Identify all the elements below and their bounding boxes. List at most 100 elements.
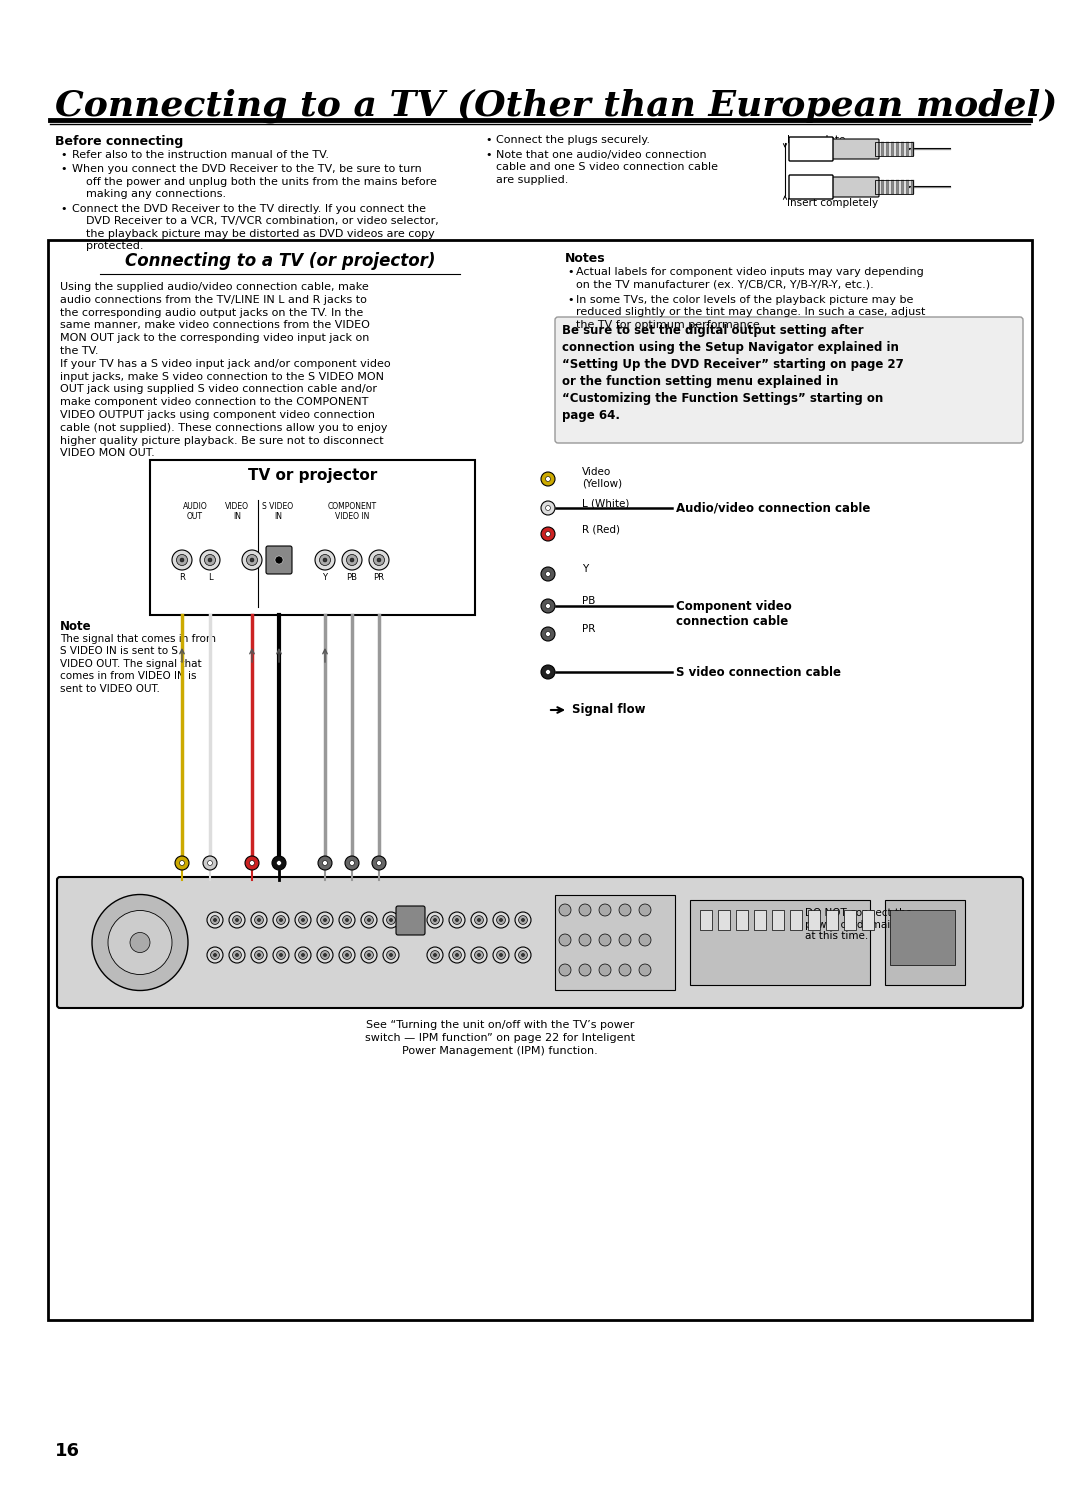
Text: PB: PB: [347, 573, 357, 582]
Bar: [901, 180, 904, 195]
Circle shape: [298, 950, 308, 959]
Circle shape: [315, 549, 335, 570]
Bar: [48, 241, 1032, 1320]
Circle shape: [449, 912, 465, 928]
Text: L: L: [207, 573, 213, 582]
Circle shape: [179, 860, 185, 866]
Circle shape: [320, 554, 330, 566]
Circle shape: [207, 947, 222, 962]
Circle shape: [545, 505, 551, 511]
Circle shape: [377, 860, 381, 866]
Circle shape: [559, 934, 571, 946]
Text: •: •: [485, 150, 491, 160]
Bar: [718, 910, 730, 930]
FancyBboxPatch shape: [829, 140, 879, 159]
Bar: [896, 180, 899, 195]
Circle shape: [492, 912, 509, 928]
Circle shape: [518, 916, 527, 924]
Circle shape: [280, 953, 283, 956]
Circle shape: [323, 558, 327, 561]
Circle shape: [214, 953, 217, 956]
Circle shape: [275, 555, 283, 564]
Circle shape: [559, 964, 571, 976]
Bar: [890, 910, 955, 965]
Bar: [690, 900, 870, 985]
Text: See “Turning the unit on/off with the TV’s power
switch — IPM function” on page : See “Turning the unit on/off with the TV…: [365, 1020, 635, 1056]
Text: Notes: Notes: [565, 252, 606, 264]
Text: R (Red): R (Red): [582, 524, 620, 535]
FancyBboxPatch shape: [57, 878, 1023, 1008]
Bar: [881, 143, 885, 156]
Circle shape: [276, 860, 282, 866]
Circle shape: [639, 964, 651, 976]
Circle shape: [431, 950, 440, 959]
Bar: [150, 460, 475, 615]
Circle shape: [619, 934, 631, 946]
Text: S VIDEO
IN: S VIDEO IN: [262, 502, 294, 521]
Circle shape: [619, 904, 631, 916]
Circle shape: [273, 947, 289, 962]
Circle shape: [497, 950, 505, 959]
Circle shape: [515, 912, 531, 928]
Text: PR: PR: [582, 624, 595, 634]
Circle shape: [318, 855, 332, 870]
Circle shape: [456, 918, 459, 922]
Text: TV or projector: TV or projector: [248, 468, 377, 483]
Text: When you connect the DVD Receiver to the TV, be sure to turn
    off the power a: When you connect the DVD Receiver to the…: [72, 165, 437, 199]
Bar: [891, 143, 894, 156]
Circle shape: [427, 912, 443, 928]
Text: •: •: [485, 135, 491, 146]
Circle shape: [175, 855, 189, 870]
Circle shape: [318, 912, 333, 928]
Circle shape: [211, 950, 219, 959]
Circle shape: [579, 904, 591, 916]
Text: Incomplete: Incomplete: [787, 135, 846, 146]
Text: DO NOT connect the
power cord (mains lead)
at this time.: DO NOT connect the power cord (mains lea…: [805, 907, 932, 941]
Circle shape: [431, 916, 440, 924]
Bar: [896, 143, 899, 156]
Circle shape: [453, 950, 461, 959]
Circle shape: [518, 950, 527, 959]
Circle shape: [471, 947, 487, 962]
Bar: [555, 895, 675, 990]
Bar: [843, 910, 856, 930]
Circle shape: [346, 918, 349, 922]
Circle shape: [342, 549, 362, 570]
Text: Connecting to a TV (Other than European model): Connecting to a TV (Other than European …: [55, 88, 1057, 123]
Circle shape: [365, 950, 374, 959]
Text: Before connecting: Before connecting: [55, 135, 184, 148]
Circle shape: [545, 603, 551, 609]
Circle shape: [541, 627, 555, 642]
Circle shape: [499, 918, 502, 922]
Circle shape: [599, 964, 611, 976]
Circle shape: [579, 964, 591, 976]
Circle shape: [321, 916, 329, 924]
Bar: [805, 146, 832, 151]
Circle shape: [515, 947, 531, 962]
Circle shape: [387, 916, 395, 924]
Circle shape: [361, 912, 377, 928]
Bar: [875, 143, 913, 156]
Circle shape: [345, 855, 359, 870]
Bar: [772, 910, 784, 930]
Text: •: •: [567, 296, 573, 304]
Text: Connecting to a TV (or projector): Connecting to a TV (or projector): [125, 252, 435, 270]
Circle shape: [251, 912, 267, 928]
Circle shape: [599, 904, 611, 916]
Bar: [862, 910, 874, 930]
Circle shape: [619, 964, 631, 976]
Text: Y: Y: [582, 564, 589, 575]
Circle shape: [541, 567, 555, 581]
Circle shape: [374, 554, 384, 566]
Circle shape: [229, 912, 245, 928]
Circle shape: [342, 950, 351, 959]
Bar: [886, 180, 889, 195]
Circle shape: [545, 631, 551, 637]
Circle shape: [242, 549, 262, 570]
Text: S video connection cable: S video connection cable: [676, 665, 841, 679]
Circle shape: [301, 953, 305, 956]
Circle shape: [257, 953, 260, 956]
Circle shape: [273, 912, 289, 928]
Circle shape: [211, 916, 219, 924]
Bar: [826, 910, 838, 930]
